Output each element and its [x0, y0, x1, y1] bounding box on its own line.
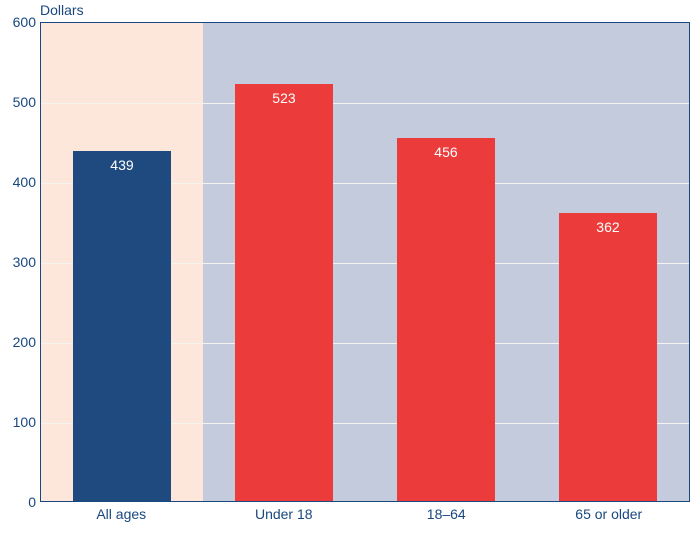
y-tick-label: 200 — [2, 334, 36, 350]
bar-value-label: 439 — [73, 157, 170, 173]
x-tick-label: 18–64 — [365, 506, 528, 522]
gridline — [41, 103, 689, 104]
x-tick-label: Under 18 — [203, 506, 366, 522]
plot-area: 439 523 456 362 — [40, 22, 690, 502]
bar: 362 — [559, 213, 656, 501]
bar-chart: Dollars 439 523 456 362 0 100 200 300 400 500 600… — [0, 0, 700, 535]
y-tick-label: 300 — [2, 254, 36, 270]
x-tick-label: All ages — [40, 506, 203, 522]
y-tick-label: 100 — [2, 414, 36, 430]
y-axis-title: Dollars — [40, 2, 84, 18]
y-tick-label: 0 — [2, 494, 36, 510]
bar-value-label: 362 — [559, 219, 656, 235]
bar: 456 — [397, 138, 494, 501]
bar-value-label: 523 — [235, 90, 332, 106]
x-tick-label: 65 or older — [528, 506, 691, 522]
y-tick-label: 600 — [2, 14, 36, 30]
y-tick-label: 400 — [2, 174, 36, 190]
y-tick-label: 500 — [2, 94, 36, 110]
bar: 439 — [73, 151, 170, 501]
bar: 523 — [235, 84, 332, 501]
bar-value-label: 456 — [397, 144, 494, 160]
